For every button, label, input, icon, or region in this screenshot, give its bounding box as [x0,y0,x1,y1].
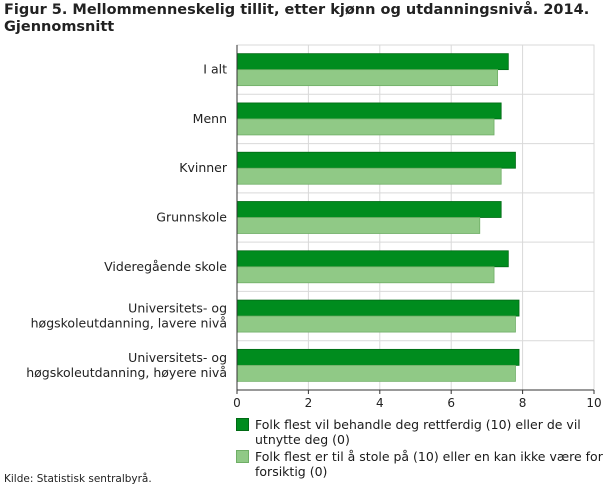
bar-series-2 [236,167,502,185]
bar-series-2 [236,69,499,87]
bar-series-1 [236,53,509,71]
source-note: Kilde: Statistisk sentralbyrå. [4,473,152,485]
bar-chart: 0 2 4 6 8 10 I alt Menn Kvinner Grunnskole Videreg… [26,44,602,410]
legend-swatch-series-1 [236,418,249,431]
legend: Folk flest vil behandle deg rettferdig (… [236,417,606,481]
bar-series-2 [236,118,495,136]
bar-series-2 [236,217,481,234]
legend-label-series-1: Folk flest vil behandle deg rettferdig (… [255,417,581,447]
category-label: Menn [193,111,227,126]
x-tick-label: 10 [586,396,601,410]
legend-label-series-2: Folk flest er til å stole på (10) eller … [255,449,603,479]
bar-series-1 [236,151,516,169]
legend-item: Folk flest er til å stole på (10) eller … [236,449,606,479]
category-label: høgskoleutdanning, lavere nivå [31,316,227,331]
bar-series-1 [236,201,502,218]
category-label: høgskoleutdanning, høyere nivå [26,365,227,380]
chart-title: Figur 5. Mellommenneskelig tillit, etter… [4,2,590,35]
category-label: Universitets- og [128,350,227,365]
category-label: Kvinner [179,160,228,175]
bar-series-1 [236,102,502,120]
legend-item: Folk flest vil behandle deg rettferdig (… [236,417,606,447]
bar-series-1 [236,348,520,366]
x-tick-label: 6 [447,396,455,410]
category-label: Grunnskole [156,210,227,225]
bar-series-2 [236,315,516,333]
x-tick-label: 8 [519,396,527,410]
axis-layer: 0 2 4 6 8 10 I alt Menn Kvinner Grunnskole Videreg… [26,45,602,410]
x-tick-label: 2 [305,396,313,410]
category-label: I alt [203,62,227,77]
x-tick-label: 4 [376,396,384,410]
x-tick-label: 0 [233,396,241,410]
bar-series-1 [236,250,509,268]
category-label: Universitets- og [128,301,227,316]
bar-series-2 [236,266,495,284]
category-label: Videregående skole [104,259,227,274]
bar-series-1 [236,299,520,317]
bar-series-2 [236,364,516,382]
legend-swatch-series-2 [236,450,249,463]
bar-layer [236,53,520,382]
